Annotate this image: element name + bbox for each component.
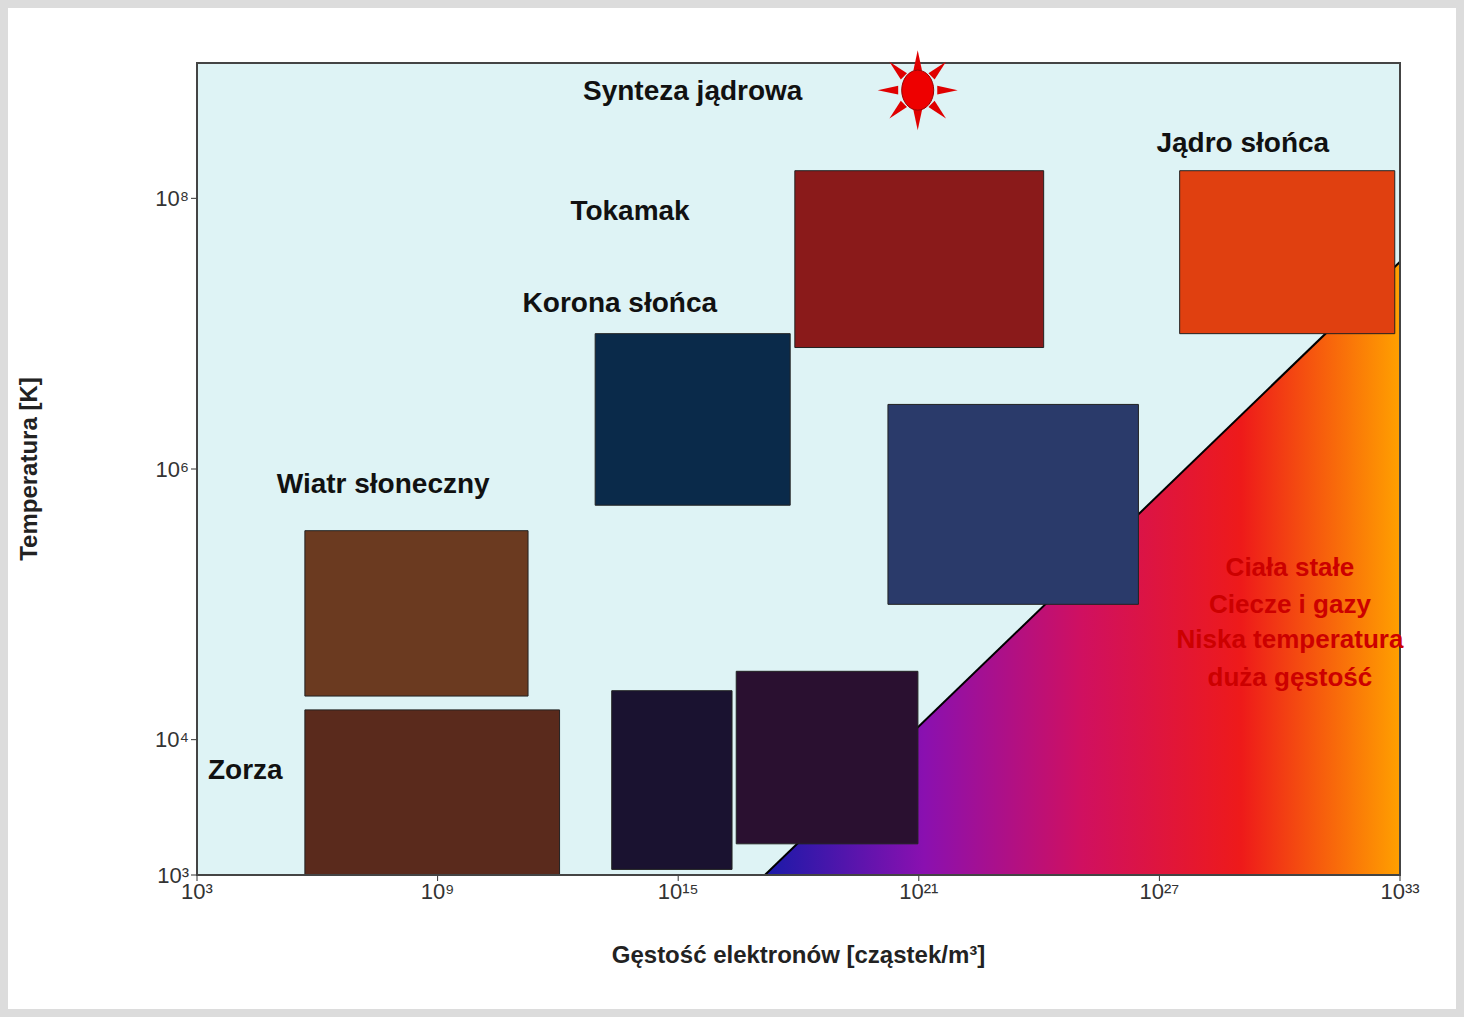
svg-text:10³: 10³ — [181, 878, 213, 904]
svg-text:10¹⁵: 10¹⁵ — [658, 879, 699, 904]
svg-text:10²⁷: 10²⁷ — [1140, 879, 1180, 904]
svg-text:Wiatr słoneczny: Wiatr słoneczny — [277, 468, 490, 499]
svg-text:10⁹: 10⁹ — [421, 879, 455, 904]
svg-text:duża gęstość: duża gęstość — [1208, 662, 1373, 692]
svg-text:Korona słońca: Korona słońca — [523, 287, 718, 318]
svg-text:10⁸: 10⁸ — [155, 186, 189, 211]
svg-text:Ciała stałe: Ciała stałe — [1226, 552, 1355, 582]
svg-text:10⁴: 10⁴ — [155, 727, 189, 752]
svg-text:Zorza: Zorza — [208, 754, 283, 785]
svg-text:Ciecze i gazy: Ciecze i gazy — [1209, 589, 1371, 619]
svg-text:Synteza jądrowa: Synteza jądrowa — [583, 75, 803, 106]
svg-text:10³: 10³ — [157, 863, 189, 888]
svg-text:Niska temperatura: Niska temperatura — [1176, 624, 1403, 654]
svg-text:Gęstość elektronów [cząstek/m³: Gęstość elektronów [cząstek/m³] — [612, 941, 985, 968]
svg-text:Tokamak: Tokamak — [570, 195, 690, 226]
svg-text:10³³: 10³³ — [1380, 879, 1419, 904]
svg-text:10²¹: 10²¹ — [899, 879, 938, 904]
svg-text:Temperatura [K]: Temperatura [K] — [15, 377, 42, 561]
svg-text:Jądro słońca: Jądro słońca — [1156, 127, 1329, 158]
svg-text:10⁶: 10⁶ — [155, 457, 189, 482]
